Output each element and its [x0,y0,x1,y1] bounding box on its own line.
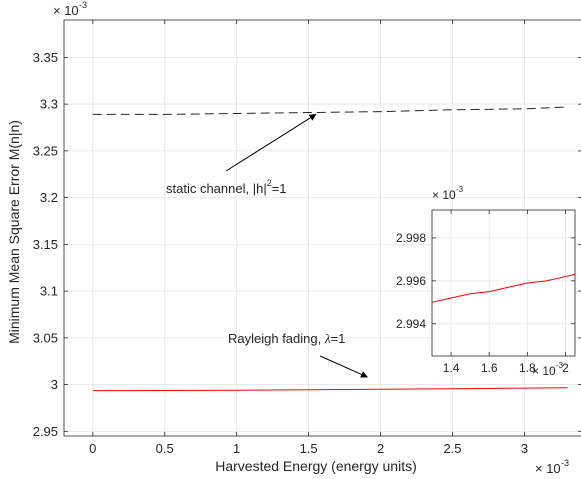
inset-x-tick-label: 1.4 [443,361,460,375]
main-x-tick-label: 1.5 [300,441,318,456]
annotation-rayleigh-symbol: λ [324,331,331,346]
main-x-tick-label: 2.5 [443,441,461,456]
main-y-ticks: 2.95 3 3.05 3.1 3.15 3.2 3.25 3.3 3.35 [33,50,581,439]
main-x-exponent-power: -3 [561,458,569,468]
main-x-tick-label: 3 [521,441,528,456]
main-y-exponent-base: × 10 [53,3,79,18]
inset-y-tick-label: 2.996 [396,274,426,288]
main-y-exponent: × 10 -3 [53,0,87,18]
annotation-static-arrow [225,113,317,172]
inset-y-exponent-power: -3 [456,185,464,194]
main-x-tick-label: 0 [89,441,96,456]
inset-y-exponent: × 10 -3 [432,185,464,202]
inset-series-group [431,273,576,303]
annotation-rayleigh-tail: =1 [330,331,345,346]
main-y-tick-label: 3.15 [33,237,58,252]
main-x-tick-label: 2 [377,441,384,456]
annotation-static-channel: static channel, |h|2=1 [166,113,317,196]
annotation-rayleigh-arrow [319,355,368,378]
annotation-static-text: static channel, |h| [166,181,267,196]
main-x-tick-label: 0.5 [156,441,174,456]
main-y-tick-label: 3.3 [40,97,58,112]
inset-x-ticks: 1.4 1.6 1.8 2 [443,210,569,375]
main-y-tick-label: 3.2 [40,190,58,205]
inset-x-tick-label: 1.8 [519,361,536,375]
inset-x-tick-label: 2 [562,361,569,375]
main-y-tick-label: 3.05 [33,330,58,345]
main-y-tick-label: 3.25 [33,143,58,158]
inset-axes: 1.4 1.6 1.8 2 2.994 2.996 2.998 × 10 -3 × 10 … [396,185,576,378]
main-y-tick-label: 3.35 [33,50,58,65]
inset-axes-frame [431,209,576,357]
x-axis-label: Harvested Energy (energy units) [215,458,417,474]
main-axes-frame [63,19,581,437]
main-series-line-1 [92,387,568,392]
inset-x-exponent-base: × 10 [532,364,556,378]
main-x-exponent-base: × 10 [535,461,561,476]
inset-x-exponent: × 10 -3 [532,361,564,378]
main-y-exponent-power: -3 [79,0,87,10]
main-x-exponent: × 10 -3 [535,458,569,476]
annotation-rayleigh: Rayleigh fading, λ=1 [228,331,368,378]
main-y-tick-label: 3 [51,377,58,392]
svg-text:static channel, |h|2=1: static channel, |h|2=1 [166,178,287,196]
annotation-rayleigh-text: Rayleigh fading, [228,331,325,346]
y-axis-label: Minimum Mean Square Error M(n|n) [6,120,22,344]
inset-y-ticks: 2.994 2.996 2.998 [396,231,575,331]
inset-y-tick-label: 2.994 [396,317,426,331]
main-series-group [92,106,568,392]
inset-y-tick-label: 2.998 [396,231,426,245]
inset-x-tick-label: 1.6 [481,361,498,375]
main-y-tick-label: 2.95 [33,424,58,439]
annotation-static-tail: =1 [272,181,287,196]
inset-plot-area [432,210,575,356]
svg-text:Rayleigh fading, λ=1: Rayleigh fading, λ=1 [228,331,345,346]
inset-y-exponent-base: × 10 [432,188,456,202]
main-y-tick-label: 3.1 [40,284,58,299]
inset-x-exponent-power: -3 [556,361,564,370]
inset-series-line-0 [431,273,576,303]
annotation-static-sup: 2 [267,178,272,188]
main-x-tick-label: 1 [233,441,240,456]
main-x-ticks: 0 0.5 1 1.5 2 2.5 3 [89,20,528,456]
